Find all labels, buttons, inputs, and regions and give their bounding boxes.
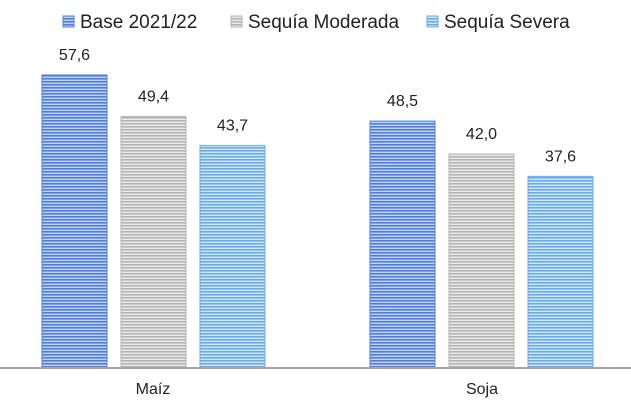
legend: Base 2021/22 Sequía Moderada Sequía Seve… — [62, 12, 570, 33]
data-label-soja-sequia-severa: 37,6 — [545, 148, 576, 165]
legend-label-sequia-severa: Sequía Severa — [444, 12, 570, 33]
category-label-maiz: Maíz — [136, 381, 171, 398]
data-label-maiz-base: 57,6 — [59, 47, 90, 64]
bar-maiz-sequia-moderada — [120, 116, 187, 368]
legend-label-base: Base 2021/22 — [80, 12, 197, 33]
bar-soja-base — [369, 120, 436, 368]
category-label-soja: Soja — [466, 381, 498, 398]
legend-swatch-base — [62, 15, 75, 28]
bar-maiz-base — [41, 74, 108, 368]
bar-soja-sequia-severa — [527, 175, 594, 368]
legend-swatch-sequia-moderada — [230, 15, 243, 28]
bar-maiz-sequia-severa — [199, 144, 266, 368]
legend-label-sequia-moderada: Sequía Moderada — [248, 12, 399, 33]
data-label-soja-base: 48,5 — [387, 93, 418, 110]
data-label-maiz-sequia-severa: 43,7 — [217, 117, 248, 134]
bars-group — [41, 74, 594, 368]
legend-swatch-sequia-severa — [426, 15, 439, 28]
data-labels-group: 57,6 49,4 43,7 48,5 42,0 37,6 — [59, 47, 576, 165]
bar-soja-sequia-moderada — [448, 153, 515, 368]
data-label-maiz-sequia-moderada: 49,4 — [138, 89, 169, 106]
data-label-soja-sequia-moderada: 42,0 — [466, 126, 497, 143]
